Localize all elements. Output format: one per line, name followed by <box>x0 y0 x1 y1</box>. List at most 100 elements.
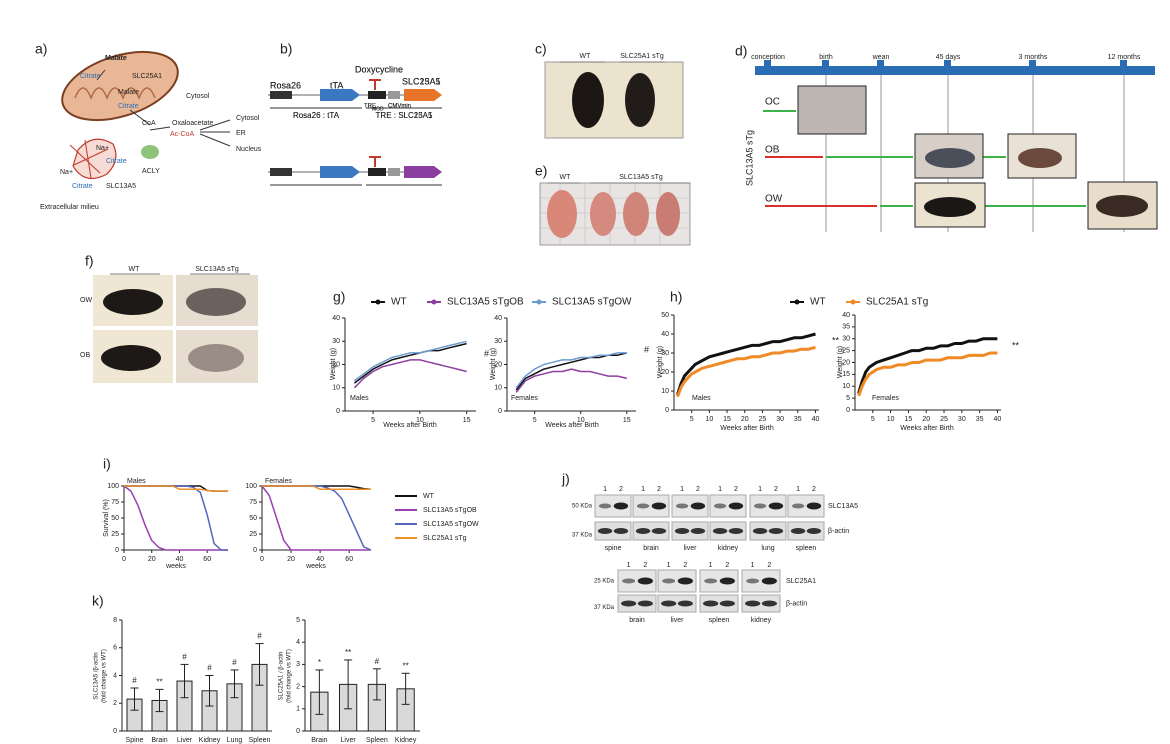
y-tick-label: 15 <box>842 371 850 378</box>
label: Cytosol <box>186 93 210 100</box>
label: SLC25A1 <box>786 578 816 585</box>
x-tick-label: 5 <box>371 417 375 424</box>
blot-box <box>741 569 781 593</box>
series-line <box>515 352 627 389</box>
series-line <box>261 485 371 551</box>
label: TRE <box>364 104 376 110</box>
band <box>761 577 777 585</box>
legend-label: SLC13A5 sTgOW <box>552 297 632 308</box>
y-tick-label: 2 <box>296 683 300 690</box>
y-tick-label: 30 <box>661 350 669 357</box>
y-tick-label: 50 <box>661 312 669 319</box>
y-tick-label: 100 <box>245 483 257 490</box>
series-line <box>262 485 372 551</box>
label: wean <box>872 54 890 61</box>
y-tick-label: 35 <box>842 324 850 331</box>
y-tick-label: 0 <box>296 728 300 735</box>
x-tick-label: 20 <box>287 556 295 563</box>
y-tick-label: 75 <box>249 499 257 506</box>
blot-box <box>671 521 709 541</box>
significance-label: ** <box>156 677 162 686</box>
inset-label: Females <box>265 478 292 485</box>
x-tick-label: 10 <box>416 417 424 424</box>
panel-label: i) <box>103 456 111 472</box>
y-tick-label: 5 <box>296 617 300 624</box>
label: SLC13A5 <box>828 503 858 510</box>
label: 1 <box>758 486 762 493</box>
band <box>753 503 767 509</box>
label: 2 <box>767 562 771 569</box>
y-tick-label: 30 <box>332 338 340 345</box>
blot-box <box>617 569 657 593</box>
series-line <box>353 342 467 384</box>
x-tick-label: 15 <box>723 416 731 423</box>
label: β-actin <box>828 528 849 535</box>
y-tick-label: 50 <box>249 515 257 522</box>
y-tick-label: 0 <box>846 407 850 414</box>
significance-label: # <box>207 664 212 673</box>
band <box>704 578 718 584</box>
band <box>768 502 784 510</box>
x-axis-label: weeks <box>165 563 186 570</box>
band <box>745 600 761 607</box>
band <box>806 502 822 510</box>
significance-label: * <box>318 658 321 667</box>
band <box>806 528 822 534</box>
x-tick-label: 5 <box>533 417 537 424</box>
x-tick-label: 15 <box>463 417 471 424</box>
x-tick-label: 40 <box>994 416 1002 423</box>
label: 2 <box>812 486 816 493</box>
x-tick-label: 60 <box>203 556 211 563</box>
label: Na+ <box>60 169 73 176</box>
panel-label: k) <box>92 593 104 609</box>
series-line <box>857 337 998 394</box>
legend-label: SLC13A5 sTgOB <box>423 507 477 514</box>
label: 50 KDa <box>572 504 593 510</box>
band <box>651 502 667 510</box>
band <box>651 528 667 534</box>
label: Rosa26 <box>270 80 301 90</box>
blot-box <box>594 521 632 541</box>
x-axis-label: weeks <box>305 563 326 570</box>
label: SLC25A1 <box>132 73 162 80</box>
y-axis-label: Weight (g) <box>837 346 844 378</box>
series-line <box>515 352 627 391</box>
label: Doxycycline <box>355 64 403 74</box>
blot-box <box>787 494 825 518</box>
label: Oxaloacetate <box>172 120 213 127</box>
label: 1 <box>709 562 713 569</box>
blot-box <box>699 569 739 593</box>
x-tick-label: 10 <box>577 417 585 424</box>
label: Citrate <box>118 103 139 110</box>
label: β-actin <box>786 600 807 607</box>
y-tick-label: 10 <box>842 383 850 390</box>
label: liver <box>671 617 685 624</box>
blot-box <box>741 594 781 613</box>
y-axis-label: Weight (g) <box>490 348 497 380</box>
annotation: # <box>484 348 489 358</box>
legend-label: SLC13A5 sTgOB <box>447 297 524 308</box>
band <box>728 502 744 510</box>
label: 25 KDa <box>594 579 615 585</box>
series-line <box>676 345 816 398</box>
panel-label: c) <box>535 41 547 57</box>
label: kidney <box>751 617 772 624</box>
label: ER <box>236 130 246 137</box>
label: TRE : SLC25A1 <box>376 111 433 120</box>
legend-label: WT <box>423 493 435 500</box>
y-axis-label: (fold change vs WT) <box>102 649 108 703</box>
band <box>598 503 612 509</box>
series-line <box>353 340 467 382</box>
legend-marker <box>850 299 856 305</box>
label: 2 <box>725 562 729 569</box>
label: brain <box>629 617 645 624</box>
label: 1 <box>751 562 755 569</box>
band <box>636 503 650 509</box>
label: ACLY <box>142 168 160 175</box>
x-tick-label: 15 <box>623 417 631 424</box>
x-tick-label: 40 <box>316 556 324 563</box>
band <box>675 503 689 509</box>
legend-marker <box>794 299 800 305</box>
x-tick-label: 20 <box>148 556 156 563</box>
